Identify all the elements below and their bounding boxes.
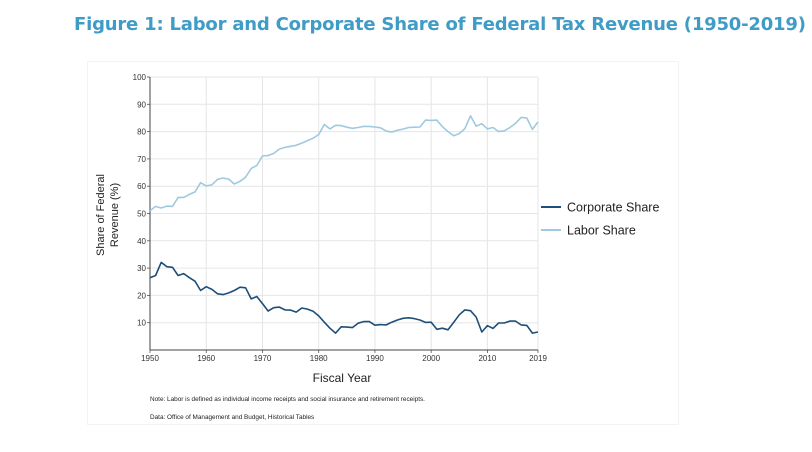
gridlines [149,76,539,350]
y-tick-label: 50 [137,210,146,219]
y-tick-label: 10 [137,319,146,328]
corporate-share-line [149,261,539,334]
chart-note: Note: Labor is defined as individual inc… [150,396,425,403]
y-tick-label: 60 [137,182,146,191]
x-tick-label: 1980 [310,354,328,363]
x-tick-label: 1960 [197,354,215,363]
x-tick-label: 1950 [141,354,159,363]
y-tick-label: 70 [137,155,146,164]
y-axis-label-line-2: Revenue (%) [109,183,121,247]
y-tick-label: 40 [137,237,146,246]
figure-title: Figure 1: Labor and Corporate Share of F… [74,14,806,35]
x-tick-label: 2019 [529,354,547,363]
legend-label-corporate-share: Corporate Share [567,201,659,215]
y-tick-label: 80 [137,128,146,137]
y-axis-label-line-1: Share of Federal [95,174,107,256]
chart-panel [88,62,678,424]
legend: Corporate Share Labor Share [541,201,659,238]
legend-label-labor-share: Labor Share [567,224,636,238]
chart-data-source: Data: Office of Management and Budget, H… [150,414,315,421]
x-tick-label: 1990 [366,354,384,363]
y-tick-label: 30 [137,264,146,273]
y-tick-label: 100 [133,73,147,82]
y-tick-label: 90 [137,100,146,109]
x-tick-label: 1970 [254,354,272,363]
x-tick-label: 2000 [422,354,440,363]
axes: 10 20 30 40 50 60 70 80 90 100 1950 1960 1970 1980 199… [133,73,548,363]
x-tick-label: 2010 [478,354,496,363]
x-axis-label: Fiscal Year [313,371,372,385]
series [149,115,539,334]
y-tick-label: 20 [137,291,146,300]
labor-share-line [149,115,539,212]
